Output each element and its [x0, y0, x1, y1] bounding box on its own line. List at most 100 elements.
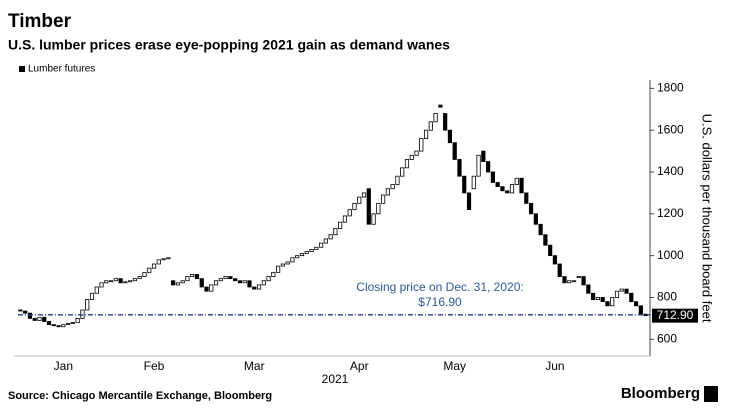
- candle-body: [381, 194, 386, 204]
- candle-body: [27, 312, 33, 319]
- candle-body: [299, 253, 305, 257]
- candle-body: [175, 282, 180, 286]
- candle-body: [552, 255, 558, 265]
- candle-body: [543, 234, 548, 246]
- candle-body: [571, 280, 577, 283]
- candle-body: [333, 228, 338, 236]
- candle-body: [276, 265, 281, 273]
- candle-body: [567, 280, 572, 284]
- x-tick-label: Feb: [144, 359, 165, 373]
- candle-body: [366, 188, 371, 225]
- candle-body: [213, 280, 219, 286]
- last-price-label: 712.90: [657, 308, 694, 322]
- x-tick-label: Jun: [545, 359, 564, 373]
- candle-body: [56, 325, 61, 328]
- candle-body: [586, 284, 591, 294]
- candle-body: [61, 324, 66, 328]
- candle-body: [70, 322, 75, 324]
- candle-body: [591, 292, 596, 300]
- candle-body: [51, 324, 56, 327]
- candle-body: [256, 284, 262, 290]
- candle-body: [395, 175, 400, 185]
- candle-body: [18, 309, 23, 312]
- candle-body: [357, 196, 362, 204]
- candle-body: [361, 192, 367, 198]
- y-axis-label: U.S. dollars per thousand board feet: [700, 114, 715, 323]
- candle-body: [548, 244, 553, 257]
- candle-body: [576, 276, 581, 278]
- candle-body: [533, 213, 538, 225]
- candle-body: [185, 276, 190, 282]
- candle-body: [252, 286, 257, 290]
- candle-body: [557, 263, 562, 277]
- candle-body: [295, 255, 300, 259]
- candle-body: [562, 276, 567, 284]
- candle-body: [514, 177, 519, 185]
- x-tick-label: Apr: [350, 359, 369, 373]
- candle-body: [94, 286, 99, 294]
- candle-body: [638, 305, 643, 315]
- candle-body: [46, 321, 52, 326]
- candle-body: [137, 276, 142, 280]
- candle-body: [524, 192, 529, 204]
- legend-swatch: [19, 66, 25, 72]
- candle-body: [409, 154, 414, 160]
- candle-body: [271, 271, 276, 277]
- candle-body: [23, 310, 28, 314]
- candle-body: [462, 175, 467, 194]
- candle-body: [328, 234, 333, 240]
- candle-body: [199, 278, 204, 288]
- candle-body: [285, 261, 290, 265]
- candle-body: [624, 288, 629, 294]
- candle-body: [400, 167, 405, 177]
- candle-body: [66, 323, 71, 326]
- candle-body: [247, 280, 252, 288]
- candle-body: [309, 248, 314, 252]
- x-tick-label: Jan: [54, 359, 73, 373]
- candle-body: [500, 186, 505, 192]
- candle-body: [519, 177, 524, 194]
- candle-body: [161, 258, 166, 261]
- candle-body: [108, 280, 114, 283]
- candle-body: [180, 280, 185, 284]
- candle-body: [385, 188, 390, 196]
- candle-body: [433, 113, 438, 123]
- y-tick-label: 1200: [657, 206, 684, 220]
- candle-body: [447, 129, 453, 144]
- candle-body: [190, 274, 195, 277]
- candle-body: [147, 267, 152, 273]
- candle-body: [32, 317, 37, 321]
- candle-body: [505, 190, 510, 194]
- candle-body: [151, 263, 157, 269]
- candle-body: [347, 209, 352, 217]
- candle-body: [237, 280, 243, 284]
- chart-title: Timber: [8, 11, 72, 32]
- candle-body: [209, 284, 214, 292]
- candle-body: [233, 278, 238, 282]
- candle-body: [304, 251, 309, 254]
- candle-body: [118, 278, 123, 284]
- candle-body: [390, 184, 395, 190]
- candle-body: [314, 246, 319, 250]
- candle-body: [600, 297, 605, 303]
- candle-body: [342, 215, 348, 223]
- y-tick-label: 800: [657, 290, 677, 304]
- candle-body: [204, 286, 209, 292]
- brand: Bloomberg: [621, 385, 700, 402]
- y-tick-label: 1800: [657, 81, 684, 95]
- candle-body: [338, 221, 343, 229]
- x-tick-label: Mar: [244, 359, 265, 373]
- candle-body: [352, 202, 357, 211]
- candle-body: [242, 280, 247, 284]
- annotation: Closing price on Dec. 31, 2020:: [356, 280, 523, 294]
- candle-body: [280, 263, 285, 267]
- candle-body: [629, 292, 634, 303]
- candle-body: [538, 223, 543, 236]
- legend-label: Lumber futures: [28, 64, 95, 75]
- candle-body: [371, 213, 376, 225]
- x-axis-label: 2021: [322, 372, 349, 386]
- candle-body: [452, 142, 457, 160]
- x-tick-label: May: [443, 359, 466, 373]
- y-tick-label: 1400: [657, 164, 684, 178]
- candle-body: [605, 301, 610, 307]
